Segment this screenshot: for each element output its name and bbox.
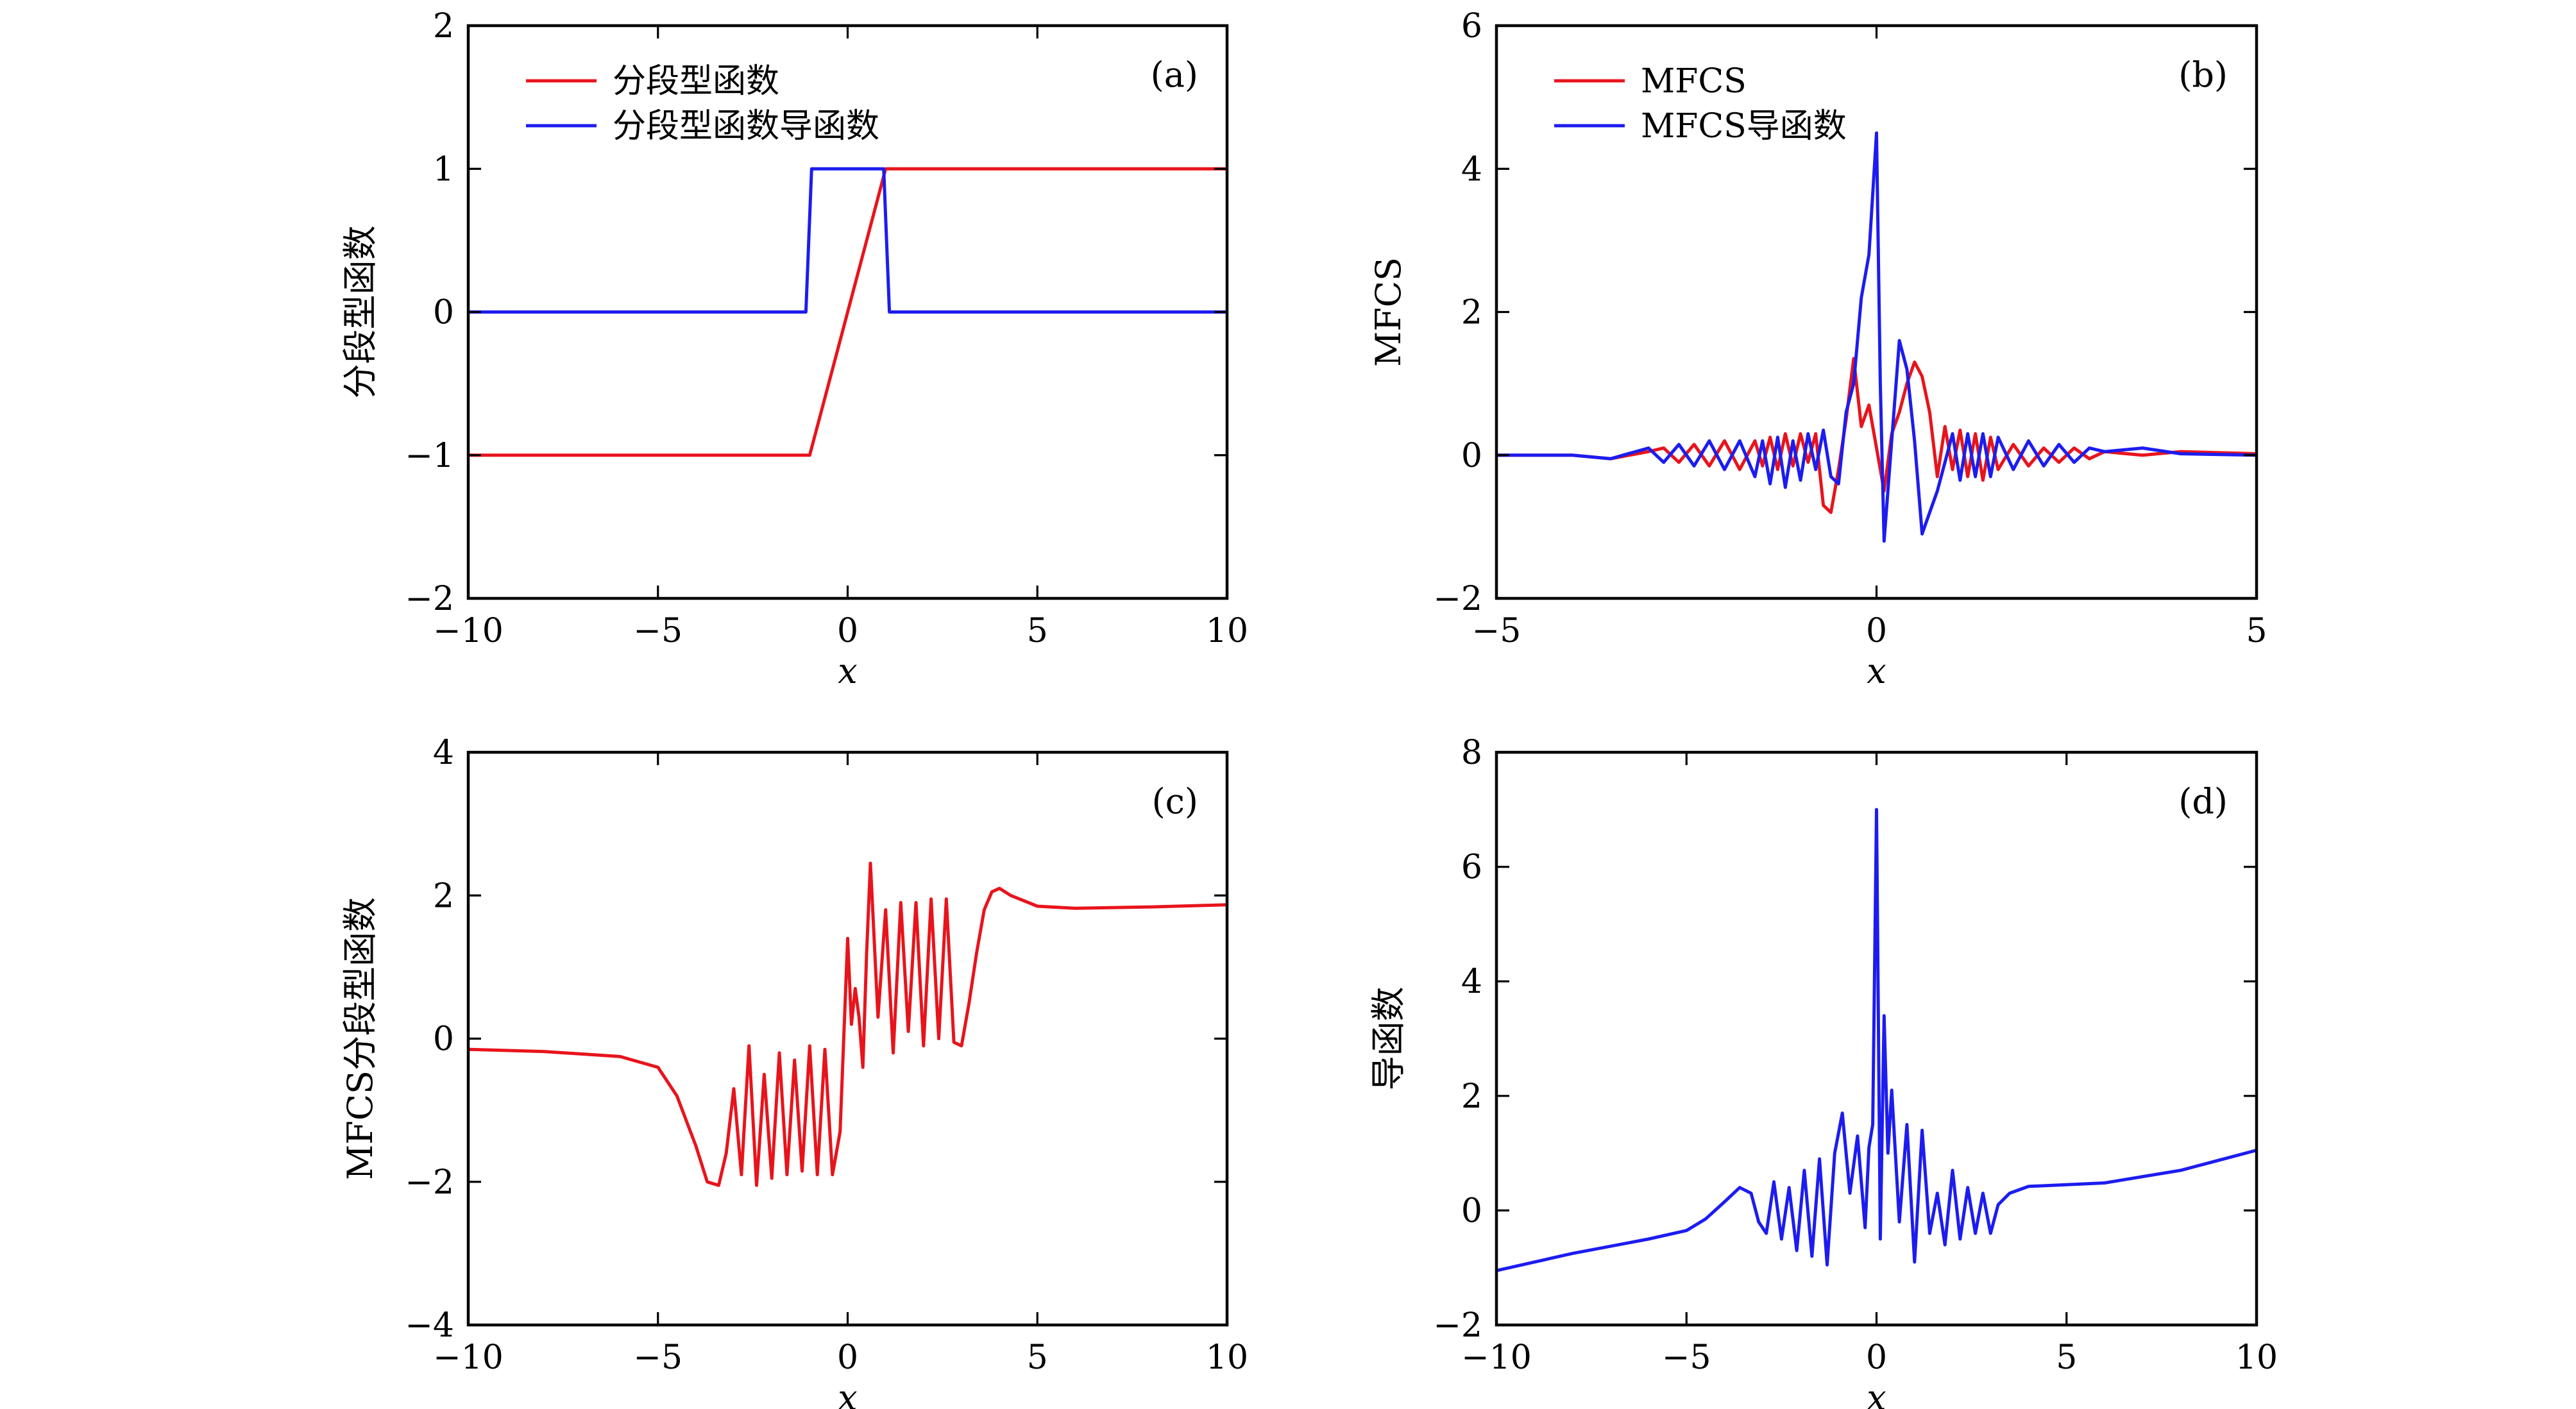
panel-b-series-1-line (1496, 131, 2257, 543)
panel-a-xtick-label: 10 (1206, 612, 1248, 650)
panel-a-ytick-label: 2 (433, 7, 454, 46)
panel-b-ytick-label: 0 (1461, 437, 1482, 475)
panel-b-legend-label-0: MFCS (1641, 62, 1747, 101)
panel-b-axes-frame (1495, 24, 2258, 600)
panel-a-ylabel: 分段型函数 (340, 226, 380, 399)
panel-c-ytick-label: 4 (433, 734, 454, 772)
panel-a-xtick-label: −10 (433, 612, 504, 650)
panel-c-xtick-label: −10 (433, 1338, 504, 1377)
panel-b-ytick-label: 2 (1461, 294, 1482, 332)
panel-a-xtick-label: 5 (1027, 612, 1048, 650)
panel-c-ytick-label: −4 (405, 1306, 454, 1345)
panel-a-legend-label-0: 分段型函数 (613, 62, 779, 101)
panel-d-ytick-label: 0 (1461, 1192, 1482, 1230)
panel-b-ylabel: MFCS (1368, 257, 1409, 367)
panel-d-xtick-label: −5 (1662, 1338, 1711, 1377)
panel-d-series-0-line (1496, 807, 2257, 1272)
panel-a-xlabel: x (838, 651, 857, 691)
panel-d-ytick-label: −2 (1433, 1306, 1482, 1345)
panel-c-xtick-label: −5 (633, 1338, 682, 1377)
panel-d-xtick-label: −10 (1461, 1338, 1532, 1377)
panel-c: −10 −5 0 5 10 −4 −2 0 2 4 x MFCS分段型函数 (c) (340, 734, 1248, 1409)
panel-b-xlabel: x (1867, 651, 1886, 691)
panel-b-xtick-label: 0 (1866, 612, 1887, 650)
panel-b-ytick-label: 4 (1461, 150, 1482, 189)
panel-a-ytick-label: 1 (433, 150, 454, 189)
panel-b-legend-label-1: MFCS导函数 (1641, 107, 1847, 146)
panel-a-ytick-label: −1 (405, 437, 454, 475)
panel-b: −5 0 5 −2 0 2 4 6 x MFCS (b) MFCS MFCS导函数 (1368, 7, 2267, 691)
panel-a-tag: (a) (1151, 55, 1198, 95)
panel-c-xtick-label: 0 (837, 1338, 858, 1377)
panel-d-xtick-label: 0 (1866, 1338, 1887, 1377)
panel-d-xlabel: x (1867, 1378, 1886, 1409)
panel-a-ytick-label: −2 (405, 580, 454, 618)
panel-b-ytick-label: −2 (1433, 580, 1482, 618)
panel-c-xlabel: x (838, 1378, 857, 1409)
panel-a-xtick-label: 0 (837, 612, 858, 650)
panel-b-legend: MFCS MFCS导函数 (1554, 62, 1847, 146)
panel-c-ytick-label: 0 (433, 1020, 454, 1059)
panel-d-xtick-label: 5 (2056, 1338, 2077, 1377)
panel-c-ytick-label: 2 (433, 877, 454, 915)
panel-a-series-1-line (468, 167, 1227, 314)
panel-a-xtick-label: −5 (633, 612, 682, 650)
panel-c-xtick-label: 5 (1027, 1338, 1048, 1377)
panel-c-xtick-label: 10 (1206, 1338, 1248, 1377)
panel-d-ytick-label: 6 (1461, 848, 1482, 887)
panel-d-ytick-label: 8 (1461, 734, 1482, 772)
panel-a-legend-label-1: 分段型函数导函数 (613, 107, 879, 146)
panel-b-xtick-label: −5 (1472, 612, 1521, 650)
panel-c-axes-frame (466, 750, 1229, 1327)
panel-a-series-0-line (468, 167, 1227, 457)
panel-c-ylabel: MFCS分段型函数 (340, 897, 380, 1180)
panel-d: −10 −5 0 5 10 −2 0 2 4 6 8 x 导函数 (d) (1368, 734, 2278, 1409)
panel-d-ylabel: 导函数 (1368, 987, 1409, 1091)
panel-d-ytick-label: 2 (1461, 1077, 1482, 1116)
panel-b-series-0-line (1496, 357, 2257, 514)
panel-d-xtick-label: 10 (2235, 1338, 2278, 1377)
panel-d-tag: (d) (2178, 781, 2228, 822)
panel-c-tag: (c) (1152, 781, 1198, 822)
panel-b-ytick-label: 6 (1461, 7, 1482, 46)
panel-b-tag: (b) (2178, 55, 2228, 95)
panel-c-ytick-label: −2 (405, 1163, 454, 1202)
panel-b-xtick-label: 5 (2246, 612, 2267, 650)
panel-a-ytick-label: 0 (433, 294, 454, 332)
panel-d-ytick-label: 4 (1461, 963, 1482, 1001)
panel-c-series-0-line (468, 861, 1227, 1187)
